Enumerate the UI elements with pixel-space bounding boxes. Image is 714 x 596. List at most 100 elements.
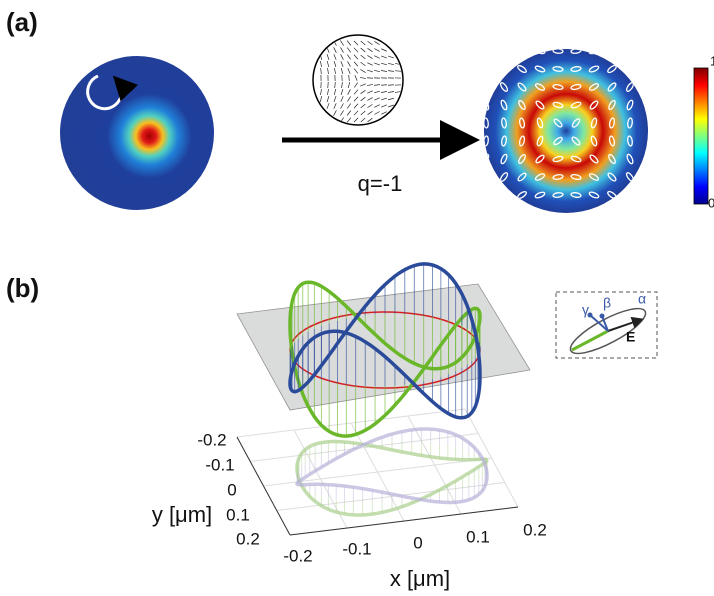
pol-ellipse (534, 191, 546, 199)
q-dash (381, 104, 387, 108)
q-dash (340, 89, 344, 95)
trajectory (288, 280, 482, 438)
pol-ellipse (534, 49, 546, 55)
q-dash (346, 47, 352, 53)
q-dash (360, 47, 366, 53)
pol-ellipse (501, 117, 507, 129)
q-plate (312, 34, 404, 126)
trajectories (288, 262, 489, 517)
x-tick-label: 0.2 (523, 520, 547, 539)
floor-grid (236, 408, 519, 536)
q-dash (373, 70, 381, 72)
dot (599, 313, 605, 319)
pol-ellipse (570, 66, 582, 72)
q-dash (353, 103, 359, 109)
q-dash (360, 110, 366, 116)
pol-ellipse (484, 153, 490, 165)
q-dash (367, 97, 373, 101)
pol-ellipse (570, 155, 582, 163)
grid-line (276, 482, 505, 511)
pol-ellipse (608, 153, 616, 165)
pol-ellipse (570, 49, 582, 54)
pol-ellipse (552, 49, 564, 54)
q-dash (347, 61, 351, 67)
q-dash (326, 54, 330, 60)
pol-ellipse (625, 190, 635, 200)
q-dash (374, 90, 380, 94)
y-tick-label: -0.1 (205, 455, 234, 474)
pol-ellipse (590, 117, 598, 129)
grid-line (464, 408, 519, 508)
pol-ellipse (517, 64, 527, 74)
q-dash (320, 88, 322, 96)
q-dash (380, 84, 388, 86)
pol-ellipse (484, 117, 489, 129)
colorbar-max: 1 (710, 53, 714, 68)
pol-ellipse (570, 83, 582, 91)
plane (236, 283, 531, 411)
pol-ellipse (534, 65, 546, 73)
q-dash (381, 62, 387, 66)
trajectory (295, 427, 489, 505)
q-dash (374, 104, 380, 108)
pol-ellipse (499, 49, 509, 56)
pol-ellipse (552, 174, 564, 180)
q-dash (374, 111, 380, 115)
gaussian-beam (60, 56, 214, 210)
pol-ellipse (536, 117, 544, 129)
q-dash (346, 103, 352, 109)
pol-ellipse (484, 135, 489, 147)
pol-ellipse (552, 84, 564, 90)
pol-ellipse (484, 171, 490, 183)
q-dash (380, 91, 388, 93)
pol-ellipse (553, 118, 563, 128)
q-dash (388, 55, 394, 59)
pol-ellipse (626, 153, 634, 165)
q-dash (360, 103, 366, 109)
pol-ellipse (570, 173, 582, 181)
q-dash (387, 91, 395, 93)
vector-beam (484, 49, 648, 213)
q-dash (374, 62, 380, 66)
grid-line (407, 415, 462, 515)
pol-ellipse (588, 173, 600, 181)
pol-ellipse (588, 83, 600, 91)
q-dash (327, 88, 329, 96)
alpha: α (638, 291, 646, 307)
pol-ellipse (499, 64, 509, 74)
q-dash (353, 54, 359, 60)
q-dash (367, 69, 373, 73)
q-plate-pattern (319, 40, 402, 123)
q-dash (388, 104, 394, 108)
q-dash (340, 54, 344, 60)
q-dash (367, 40, 373, 46)
x-tick-label: -0.1 (342, 539, 371, 558)
q-dash (367, 48, 373, 52)
x-tick-label: 0.1 (466, 527, 490, 546)
axis-line (289, 506, 519, 536)
pol-ellipse (627, 117, 633, 129)
pol-ellipse (607, 172, 617, 182)
q-dash (367, 62, 373, 66)
colorbar-min: 0 (708, 195, 714, 210)
q-dash (366, 84, 374, 86)
q-dash (333, 54, 337, 60)
pol-ellipse (500, 99, 508, 111)
q-dash (360, 69, 366, 73)
q-dash (360, 83, 366, 87)
inset-green (571, 329, 609, 352)
q-dash (319, 96, 323, 102)
inset-beta-line (601, 315, 609, 332)
colorbar (693, 67, 709, 205)
q-dash (353, 89, 359, 95)
pol-ellipse (500, 153, 508, 165)
pol-ellipse (552, 101, 564, 109)
panel-a: (a) q=-1 1 0 (6, 7, 714, 213)
q-dash (326, 103, 330, 109)
q-dash (367, 90, 373, 94)
pol-ellipse (607, 64, 617, 74)
q-dash (353, 47, 359, 53)
q-dash (374, 48, 380, 52)
q-dash (333, 103, 337, 109)
